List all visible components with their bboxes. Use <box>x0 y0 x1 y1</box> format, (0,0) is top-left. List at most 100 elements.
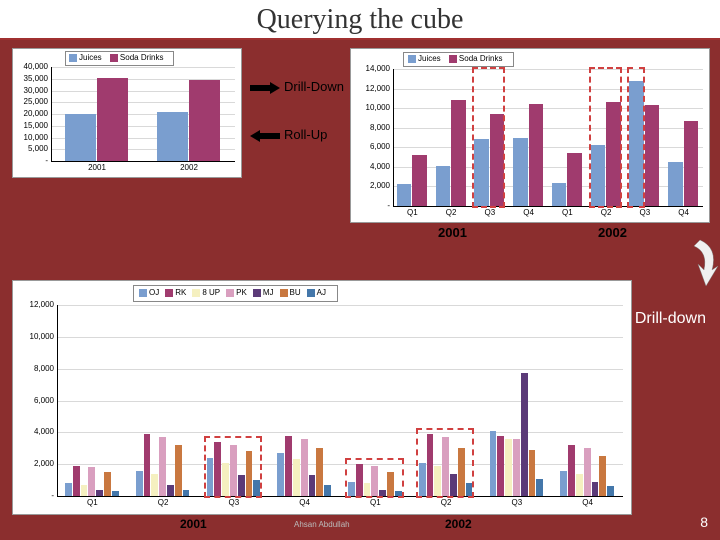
chart3-plot: -2,0004,0006,0008,00010,00012,000Q1Q2Q3Q… <box>57 305 623 496</box>
chart2-year-2002: 2002 <box>598 225 627 240</box>
chart3-year-2002: 2002 <box>445 517 472 531</box>
y-tick: 12,000 <box>14 300 54 309</box>
legend-swatch <box>139 289 147 297</box>
x-tick: Q3 <box>199 498 270 507</box>
y-tick: 6,000 <box>14 396 54 405</box>
bar <box>451 100 466 206</box>
bar <box>684 121 699 206</box>
bar <box>136 471 143 496</box>
bar <box>568 445 575 496</box>
chart2-plot: -2,0004,0006,0008,00010,00012,00014,000Q… <box>393 69 703 206</box>
legend-label: AJ <box>317 288 326 297</box>
bar <box>584 448 591 496</box>
y-tick: 10,000 <box>8 133 48 142</box>
bar <box>96 490 103 496</box>
bar <box>238 475 245 496</box>
bar <box>214 442 221 496</box>
chart3-legend: OJRK8 UPPKMJBUAJ <box>133 285 338 302</box>
x-tick: Q1 <box>340 498 411 507</box>
legend-swatch-soda <box>449 55 457 63</box>
y-tick: 20,000 <box>8 109 48 118</box>
legend-swatch <box>165 289 173 297</box>
bar <box>436 166 451 206</box>
legend-label-juices: Juices <box>79 53 102 62</box>
bar <box>521 373 528 496</box>
x-tick: Q4 <box>664 208 703 217</box>
bar <box>412 155 427 206</box>
legend-label-soda: Soda Drinks <box>120 53 164 62</box>
bar <box>81 485 88 496</box>
bar <box>253 480 260 496</box>
legend-swatch <box>253 289 261 297</box>
y-tick: 2,000 <box>350 181 390 190</box>
legend-label-juices: Juices <box>418 54 441 63</box>
x-tick: Q4 <box>269 498 340 507</box>
bar <box>104 472 111 496</box>
bar <box>592 482 599 496</box>
x-tick: Q3 <box>471 208 510 217</box>
legend-swatch <box>192 289 200 297</box>
bar <box>65 114 96 161</box>
legend-swatch-juices <box>408 55 416 63</box>
legend-swatch-soda <box>110 54 118 62</box>
y-tick: 2,000 <box>14 459 54 468</box>
chart3-year-2001: 2001 <box>180 517 207 531</box>
bar <box>157 112 188 161</box>
bar <box>668 162 683 206</box>
y-tick: 6,000 <box>350 142 390 151</box>
legend-swatch <box>226 289 234 297</box>
bar <box>606 102 621 206</box>
bar <box>474 139 489 206</box>
bar <box>348 482 355 496</box>
bar <box>427 434 434 496</box>
x-tick: Q2 <box>587 208 626 217</box>
y-tick: - <box>14 491 54 500</box>
x-tick: Q2 <box>411 498 482 507</box>
bar <box>560 471 567 496</box>
bar <box>591 145 606 206</box>
bar <box>159 437 166 496</box>
bar <box>144 434 151 496</box>
legend-item: 8 UP <box>192 288 220 297</box>
bar <box>419 463 426 496</box>
bar <box>529 104 544 206</box>
legend-label: OJ <box>149 288 159 297</box>
bar <box>309 475 316 496</box>
bar <box>513 439 520 496</box>
bar <box>490 431 497 496</box>
legend-item: MJ <box>253 288 274 297</box>
bar <box>324 485 331 496</box>
legend-label: 8 UP <box>202 288 220 297</box>
legend-label-soda: Soda Drinks <box>459 54 503 63</box>
x-tick: Q1 <box>393 208 432 217</box>
bar <box>183 490 190 496</box>
page-number: 8 <box>700 514 708 530</box>
drill-down-arrow: Drill-Down <box>250 82 280 94</box>
legend-label: BU <box>290 288 301 297</box>
x-tick: Q4 <box>552 498 623 507</box>
chart2-year-2001: 2001 <box>438 225 467 240</box>
drill-down-label-2: Drill-down <box>635 310 706 328</box>
x-tick: Q1 <box>548 208 587 217</box>
y-tick: 8,000 <box>14 364 54 373</box>
bar <box>189 80 220 161</box>
bar <box>529 450 536 496</box>
y-tick: 15,000 <box>8 121 48 130</box>
bar <box>285 436 292 496</box>
y-tick: 5,000 <box>8 144 48 153</box>
y-tick: - <box>8 156 48 165</box>
x-tick: Q4 <box>509 208 548 217</box>
bar <box>65 483 72 496</box>
legend-item: RK <box>165 288 186 297</box>
bar <box>466 483 473 496</box>
bar <box>277 453 284 496</box>
drill-down-label: Drill-Down <box>284 79 344 94</box>
legend-swatch <box>280 289 288 297</box>
legend-item: BU <box>280 288 301 297</box>
bar <box>364 483 371 496</box>
bar <box>230 445 237 496</box>
x-tick: Q1 <box>57 498 128 507</box>
y-tick: 25,000 <box>8 97 48 106</box>
bar <box>599 456 606 496</box>
bar <box>497 436 504 496</box>
